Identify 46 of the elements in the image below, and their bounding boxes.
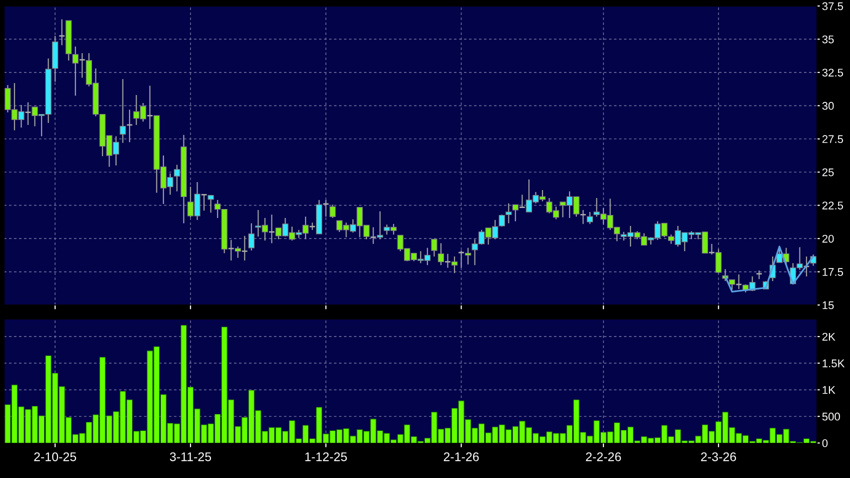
candlestick bbox=[322, 199, 330, 218]
y-tick-label: 22.5 bbox=[822, 202, 844, 210]
candlestick bbox=[803, 256, 810, 277]
y-tick-label: 0 bbox=[822, 439, 828, 448]
candlestick bbox=[580, 209, 587, 224]
candlestick bbox=[735, 274, 742, 290]
candlestick bbox=[586, 211, 593, 224]
y-tick-label: 15 bbox=[822, 301, 834, 310]
x-tick-label: 1-12-25 bbox=[305, 452, 347, 462]
y-tick-label: 20 bbox=[822, 234, 834, 243]
candlestick bbox=[330, 204, 336, 219]
x-tick-label: 2-10-25 bbox=[34, 452, 76, 462]
x-tick-label: 3-11-25 bbox=[170, 452, 212, 462]
candlestick bbox=[24, 102, 32, 126]
candlestick bbox=[708, 243, 716, 256]
candlestick bbox=[146, 85, 154, 130]
y-tick-label: 1.5K bbox=[822, 360, 845, 368]
y-tick-label: 1K bbox=[822, 386, 836, 394]
candlestick bbox=[241, 235, 248, 262]
candlestick bbox=[370, 226, 377, 244]
y-tick-label: 500 bbox=[822, 412, 840, 421]
y-tick-label: 30 bbox=[822, 102, 834, 110]
y-tick-label: 2K bbox=[822, 332, 836, 341]
candlestick bbox=[126, 109, 133, 143]
y-tick-label: 37.5 bbox=[822, 2, 844, 10]
candlestick bbox=[200, 194, 208, 212]
x-tick-label: 2-1-26 bbox=[444, 452, 479, 462]
x-tick-label: 2-3-26 bbox=[701, 452, 736, 462]
candlestick bbox=[464, 247, 472, 266]
candlestick bbox=[58, 18, 66, 46]
candlestick bbox=[458, 250, 465, 268]
y-tick-label: 17.5 bbox=[822, 268, 844, 276]
candlestick bbox=[431, 238, 438, 258]
y-tick-label: 27.5 bbox=[822, 135, 844, 144]
candlestick bbox=[120, 78, 126, 144]
x-tick-label: 2-2-26 bbox=[586, 452, 621, 462]
candlestick bbox=[518, 194, 526, 209]
candlestick bbox=[268, 214, 276, 244]
candlestick bbox=[228, 239, 235, 262]
candlestick bbox=[506, 202, 512, 224]
candlestick bbox=[248, 222, 254, 252]
y-tick-label: 35 bbox=[822, 35, 834, 44]
candlestick bbox=[78, 52, 86, 78]
y-tick-label: 32.5 bbox=[822, 68, 844, 77]
y-tick-label: 25 bbox=[822, 168, 834, 176]
candlestick bbox=[444, 253, 452, 268]
